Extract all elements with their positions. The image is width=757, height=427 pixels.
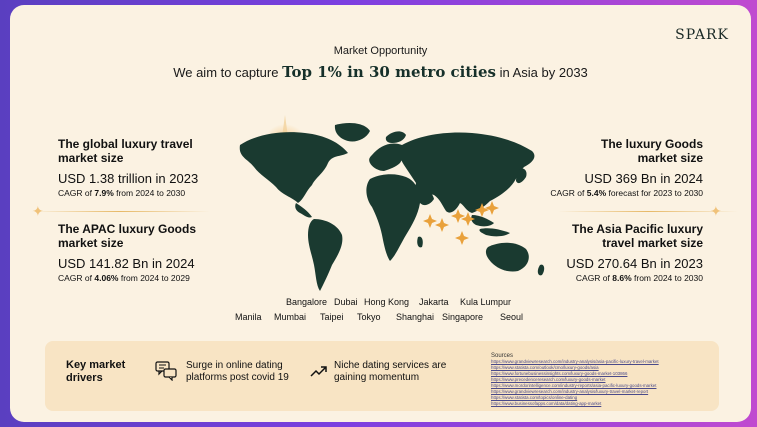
city-label: Tokyo xyxy=(357,312,381,322)
city-label: Manila xyxy=(235,312,262,322)
continent-indonesia xyxy=(479,228,510,237)
stat-luxury-goods: The luxury Goods market size USD 369 Bn … xyxy=(528,137,703,198)
stat-value: USD 270.64 Bn in 2023 xyxy=(566,256,703,271)
city-markers xyxy=(423,201,499,245)
continent-new-zealand xyxy=(537,264,545,276)
sources-title: Sources xyxy=(491,353,514,359)
source-link[interactable]: https://www.businessofapps.com/data/dati… xyxy=(491,401,602,406)
stat-cagr: CAGR of 7.9% from 2024 to 2030 xyxy=(58,188,186,198)
driver-item-online-dating: Surge in online dating platforms post co… xyxy=(186,360,289,383)
stat-title: The global luxury travel market size xyxy=(58,137,193,165)
stat-apac-goods: The APAC luxury Goods market size USD 14… xyxy=(58,222,218,283)
source-link[interactable]: https://www.fortunebusinessinsights.com/… xyxy=(491,371,628,376)
city-label: Taipei xyxy=(320,312,344,322)
city-label: Kula Lumpur xyxy=(460,297,512,307)
continent-arabia xyxy=(415,183,434,206)
star-icon xyxy=(423,214,437,228)
continent-africa xyxy=(366,174,420,261)
star-icon xyxy=(475,203,489,217)
city-label: Dubai xyxy=(334,297,358,307)
stat-cagr: CAGR of 4.06% from 2024 to 2029 xyxy=(58,273,190,283)
brand-logo: SPARK xyxy=(675,27,729,43)
source-link[interactable]: https://www.statista.com/outlook/cmo/lux… xyxy=(491,365,599,370)
continent-asia xyxy=(399,132,535,213)
continent-south-america xyxy=(308,219,343,291)
stat-title: The Asia Pacific luxury travel market si… xyxy=(572,222,703,250)
continent-scandinavia xyxy=(385,131,406,143)
drivers-title: Key market drivers xyxy=(66,359,126,384)
driver-item-niche-dating: Niche dating services are gaining moment… xyxy=(334,360,447,383)
continent-se-asia xyxy=(471,215,494,227)
city-label: Seoul xyxy=(500,312,524,322)
star-icon xyxy=(451,209,465,223)
stat-title: The APAC luxury Goods market size xyxy=(58,222,197,250)
stat-cagr: CAGR of 5.4% forecast for 2023 to 2030 xyxy=(550,188,703,198)
stat-value: USD 1.38 trillion in 2023 xyxy=(58,171,199,186)
source-link[interactable]: https://www.statista.com/topics/online-d… xyxy=(491,395,578,400)
continent-greenland xyxy=(334,123,370,142)
continent-central-america xyxy=(295,203,312,218)
sparkle-icon: ✦ xyxy=(710,203,722,219)
city-label: Shanghai xyxy=(396,312,435,322)
stat-global-travel: The global luxury travel market size USD… xyxy=(58,137,218,198)
star-icon xyxy=(461,212,475,226)
stat-cagr: CAGR of 8.6% from 2024 to 2030 xyxy=(575,273,703,283)
city-label: Hong Kong xyxy=(364,297,410,307)
market-drivers-panel: Key market drivers Surge in online datin… xyxy=(45,341,719,411)
city-label: Bangalore xyxy=(286,297,328,307)
source-link[interactable]: https://www.grandviewresearch.com/indust… xyxy=(491,359,659,364)
source-link[interactable]: https://www.grandviewresearch.com/indust… xyxy=(491,389,649,394)
stat-asia-travel: The Asia Pacific luxury travel market si… xyxy=(528,222,703,283)
world-map xyxy=(239,115,545,291)
chat-bubbles-icon xyxy=(155,361,177,381)
continent-australia xyxy=(485,242,529,272)
stat-title: The luxury Goods market size xyxy=(600,137,703,165)
continent-madagascar xyxy=(417,236,423,248)
divider-left xyxy=(30,211,210,212)
continent-europe xyxy=(369,143,405,171)
star-icon xyxy=(455,231,469,245)
page-title: We aim to capture Top 1% in 30 metro cit… xyxy=(10,63,751,81)
trend-up-icon xyxy=(310,366,327,377)
source-link[interactable]: https://www.precedenceresearch.com/luxur… xyxy=(491,377,606,382)
city-label: Jakarta xyxy=(419,297,449,307)
stat-value: USD 369 Bn in 2024 xyxy=(584,171,703,186)
stat-value: USD 141.82 Bn in 2024 xyxy=(58,256,195,271)
section-kicker: Market Opportunity xyxy=(333,45,428,57)
city-label: Singapore xyxy=(442,312,484,322)
city-label: Mumbai xyxy=(274,312,307,322)
source-link[interactable]: https://www.mordorintelligence.com/indus… xyxy=(491,383,657,388)
star-icon xyxy=(485,201,499,215)
divider-right xyxy=(558,211,738,212)
sources-block: Sources https://www.grandviewresearch.co… xyxy=(491,353,711,407)
sparkle-icon: ✦ xyxy=(32,203,44,219)
slide: { "brand": "SPARK", "header": { "kicker"… xyxy=(10,5,751,422)
continent-japan xyxy=(516,168,527,184)
headline-pre: We aim to capture xyxy=(173,65,283,80)
continent-north-america xyxy=(239,132,348,203)
headline-emphasis: Top 1% in 30 metro cities xyxy=(282,63,496,81)
star-icon xyxy=(435,218,449,232)
headline-post: in Asia by 2033 xyxy=(496,65,588,80)
